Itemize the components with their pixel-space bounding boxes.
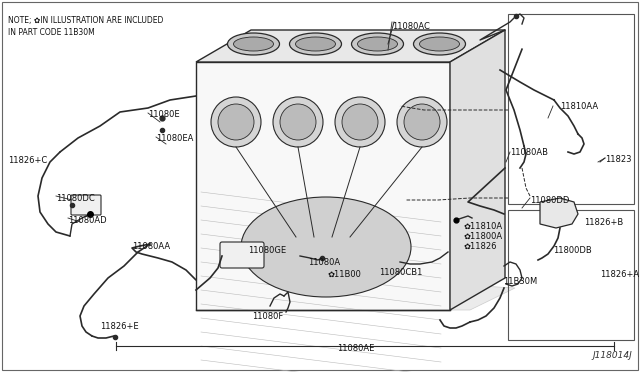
Text: 11826+A: 11826+A [600, 270, 639, 279]
Text: J118014J: J118014J [592, 351, 632, 360]
Ellipse shape [234, 37, 273, 51]
Bar [196, 62, 450, 310]
Text: 11826+B: 11826+B [584, 218, 623, 227]
Text: 11826+E: 11826+E [100, 322, 139, 331]
Ellipse shape [273, 97, 323, 147]
Text: 11080AA: 11080AA [132, 242, 170, 251]
Ellipse shape [289, 33, 342, 55]
Text: 11823: 11823 [605, 155, 632, 164]
Text: IN PART CODE 11B30M: IN PART CODE 11B30M [8, 28, 95, 37]
Text: ✿11826: ✿11826 [463, 242, 497, 251]
Polygon shape [216, 273, 515, 310]
Text: ✿11810A: ✿11810A [463, 222, 502, 231]
Bar [508, 210, 634, 340]
Text: 11080GE: 11080GE [248, 246, 286, 255]
Ellipse shape [296, 37, 335, 51]
Text: 11080E: 11080E [148, 110, 180, 119]
Text: 11080A: 11080A [308, 258, 340, 267]
Text: 11080AB: 11080AB [510, 148, 548, 157]
Ellipse shape [241, 197, 411, 297]
Text: NOTE; ✿IN ILLUSTRATION ARE INCLUDED: NOTE; ✿IN ILLUSTRATION ARE INCLUDED [8, 16, 163, 25]
Ellipse shape [227, 33, 280, 55]
Text: 11080F: 11080F [252, 312, 284, 321]
Ellipse shape [404, 104, 440, 140]
FancyBboxPatch shape [71, 195, 101, 215]
Text: 11826+C: 11826+C [8, 156, 47, 165]
Text: 11080DC: 11080DC [56, 194, 95, 203]
Ellipse shape [218, 104, 254, 140]
Ellipse shape [397, 97, 447, 147]
Text: 11080CB1: 11080CB1 [379, 268, 422, 277]
Ellipse shape [335, 97, 385, 147]
Text: 11080EA: 11080EA [156, 134, 193, 143]
Text: 11B30M: 11B30M [503, 277, 537, 286]
Bar [508, 14, 634, 204]
Text: 11080AC: 11080AC [392, 22, 430, 31]
Ellipse shape [342, 104, 378, 140]
Ellipse shape [211, 97, 261, 147]
Ellipse shape [419, 37, 460, 51]
Ellipse shape [351, 33, 403, 55]
Text: ✿11B00: ✿11B00 [328, 270, 362, 279]
Ellipse shape [413, 33, 465, 55]
Text: 11080AE: 11080AE [337, 344, 374, 353]
Ellipse shape [358, 37, 397, 51]
Polygon shape [540, 198, 578, 228]
FancyBboxPatch shape [220, 242, 264, 268]
Polygon shape [196, 30, 505, 62]
Ellipse shape [280, 104, 316, 140]
Polygon shape [450, 30, 505, 310]
Text: 11080DD: 11080DD [530, 196, 570, 205]
Text: ✿11800A: ✿11800A [463, 232, 502, 241]
Text: 11810AA: 11810AA [560, 102, 598, 111]
Text: 11800DB: 11800DB [553, 246, 592, 255]
Text: 11080AD: 11080AD [68, 216, 107, 225]
